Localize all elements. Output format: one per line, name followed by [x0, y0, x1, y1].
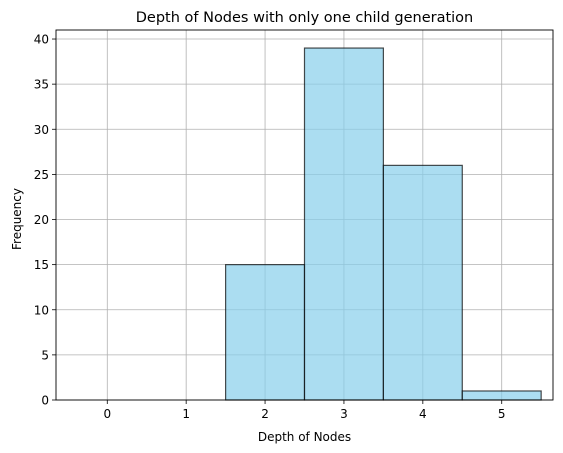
y-tick-label-8: 40 [34, 33, 49, 47]
y-tick-label-4: 20 [34, 213, 49, 227]
y-tick-label-0: 0 [41, 394, 49, 408]
x-tick-label-5: 5 [498, 407, 506, 421]
y-tick-label-6: 30 [34, 123, 49, 137]
y-tick-label-2: 10 [34, 303, 49, 317]
chart-title: Depth of Nodes with only one child gener… [136, 10, 474, 26]
y-tick-label-3: 15 [34, 258, 49, 272]
x-tick-label-3: 3 [340, 407, 348, 421]
x-tick-label-1: 1 [182, 407, 190, 421]
y-tick-label-1: 5 [41, 348, 49, 362]
bars [225, 47, 542, 401]
x-tick-label-4: 4 [419, 407, 427, 421]
bar-2 [225, 264, 306, 401]
y-axis-label: Frequency [10, 188, 24, 250]
x-tick-label-0: 0 [103, 407, 111, 421]
y-axis-ticks: 0 5 10 15 20 25 30 35 40 [34, 33, 56, 408]
y-tick-label-5: 25 [34, 168, 49, 182]
bar-5 [461, 390, 542, 401]
y-tick-label-7: 35 [34, 78, 49, 92]
x-tick-label-2: 2 [261, 407, 269, 421]
x-axis-label: Depth of Nodes [258, 430, 351, 444]
bar-4 [382, 164, 463, 401]
bar-3 [303, 47, 384, 401]
plot-area-frame [55, 29, 554, 401]
x-axis-ticks: 0 1 2 3 4 5 [103, 400, 506, 421]
